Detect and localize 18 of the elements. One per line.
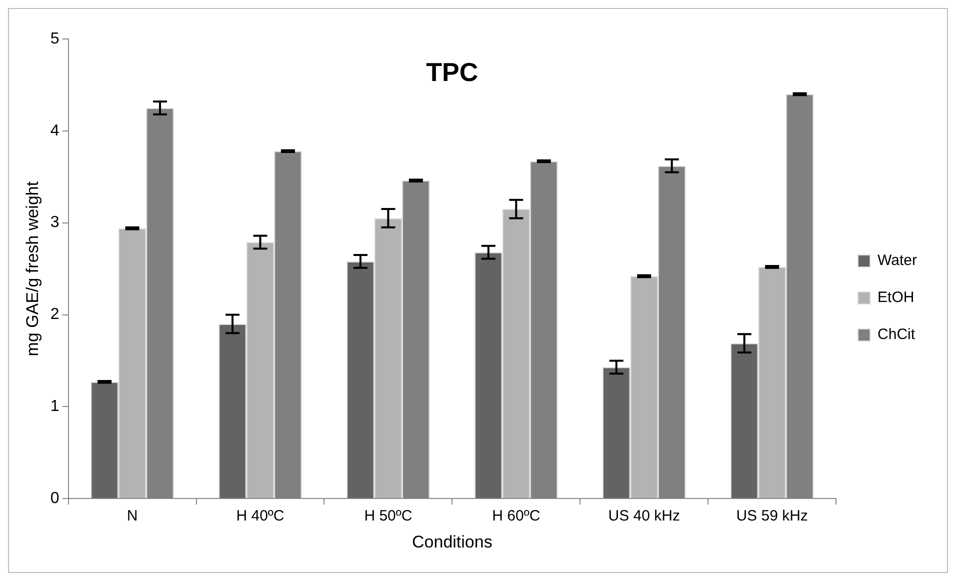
y-tick-label: 0: [50, 490, 60, 508]
legend-label: EtOH: [878, 289, 914, 306]
x-tick-label: N: [126, 508, 138, 525]
y-tick-label: 4: [50, 122, 60, 140]
text: TPC: [426, 57, 478, 88]
legend-label: Water: [878, 252, 918, 270]
x-tick-label: H 60ºC: [492, 508, 540, 525]
y-axis-title: mg GAE/g fresh weight: [22, 181, 42, 356]
legend-label: ChCit: [878, 326, 916, 344]
y-tick-label: 3: [50, 214, 60, 232]
x-tick-label: US 59 kHz: [736, 508, 808, 525]
y-tick-label: 1: [50, 398, 60, 416]
y-tick-label: 5: [50, 30, 60, 48]
x-tick-label: H 50ºC: [364, 508, 412, 525]
y-tick-label: 2: [50, 306, 60, 324]
x-axis-title: Conditions: [412, 532, 492, 552]
x-tick-label: H 40ºC: [236, 508, 284, 525]
x-tick-label: US 40 kHz: [608, 508, 680, 525]
